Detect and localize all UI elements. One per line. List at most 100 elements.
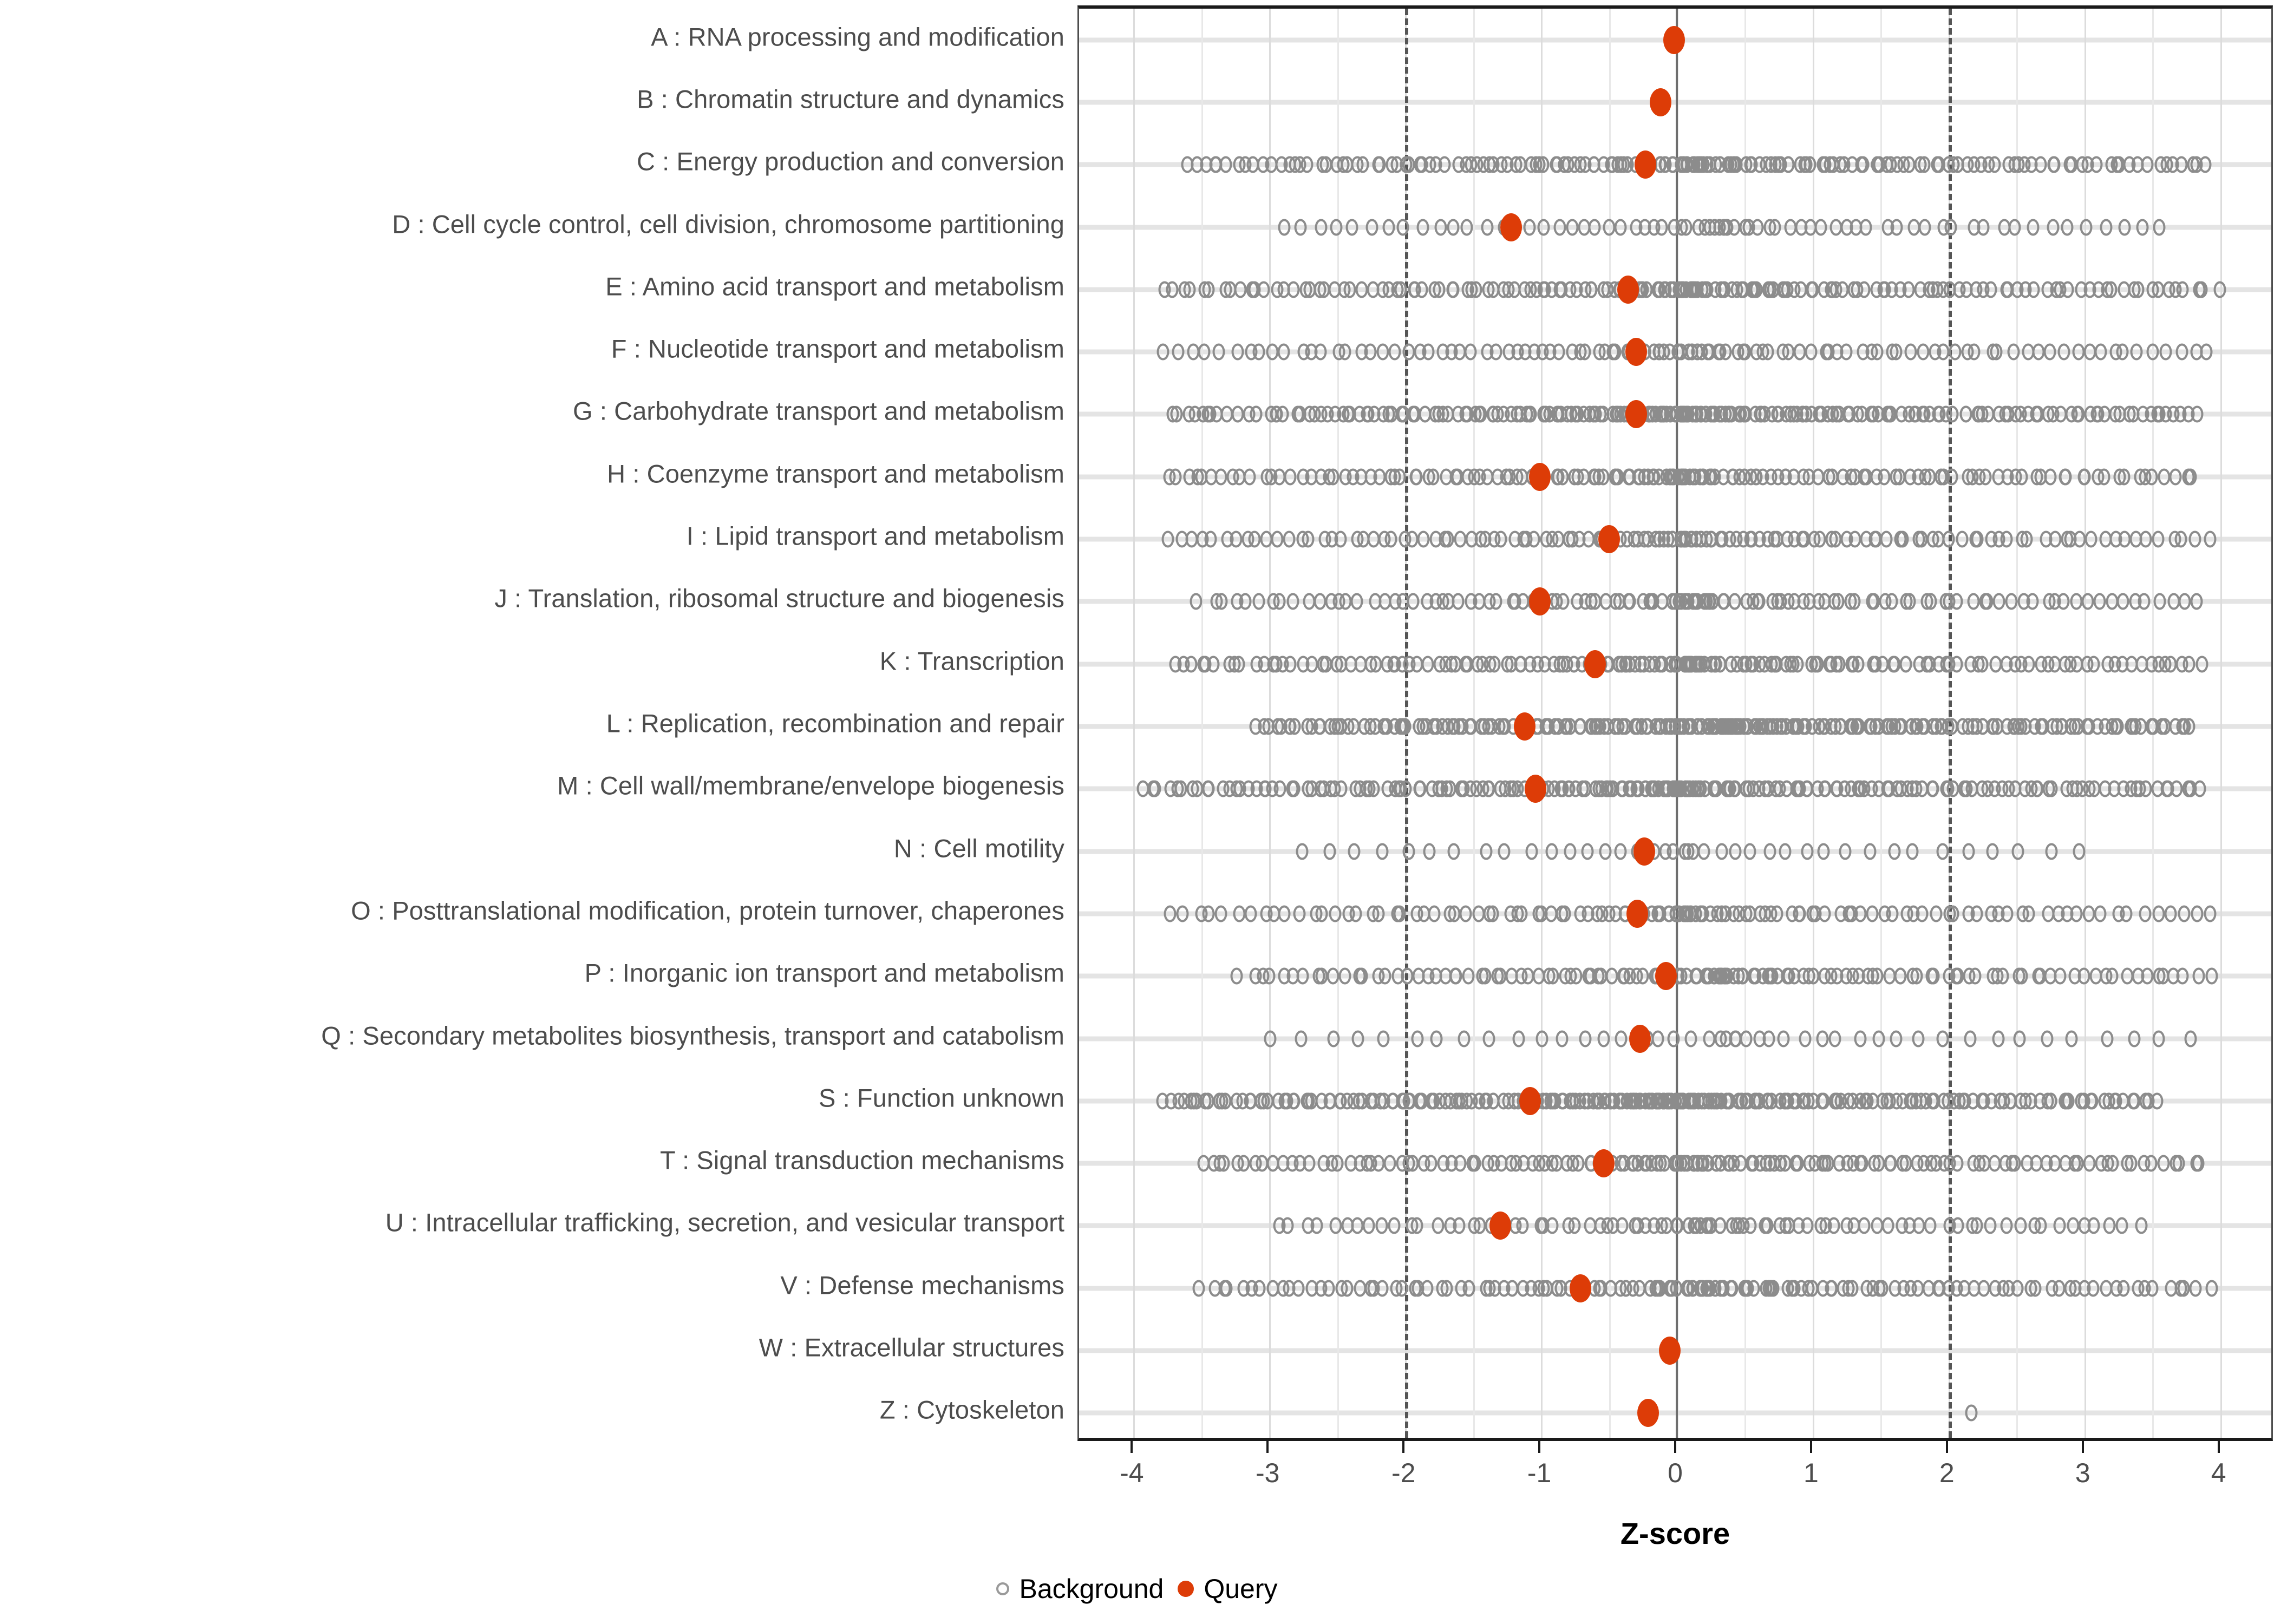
background-point <box>2199 156 2211 173</box>
row-gridline <box>1079 100 2271 105</box>
query-point[interactable] <box>1659 1337 1681 1365</box>
y-axis-label: T : Signal transduction mechanisms <box>659 1145 1064 1175</box>
background-point <box>1615 1030 1628 1047</box>
background-point <box>2153 219 2166 236</box>
query-point[interactable] <box>1513 712 1535 741</box>
y-axis-label: K : Transcription <box>879 646 1064 676</box>
background-point <box>1581 843 1594 860</box>
query-point[interactable] <box>1500 213 1522 241</box>
query-point[interactable] <box>1637 1399 1659 1427</box>
background-point <box>2015 967 2028 985</box>
query-point[interactable] <box>1584 650 1606 678</box>
query-point[interactable] <box>1617 275 1639 304</box>
background-point <box>2027 281 2040 298</box>
background-point <box>2053 1217 2066 1234</box>
query-point[interactable] <box>1625 338 1647 366</box>
query-point[interactable] <box>1592 1149 1615 1178</box>
background-point <box>1310 1217 1323 1234</box>
background-point <box>2204 905 2217 922</box>
x-axis-tick <box>1674 1441 1676 1453</box>
y-axis-label: A : RNA processing and modification <box>651 22 1064 51</box>
background-point <box>1616 1217 1629 1234</box>
background-point <box>1984 1217 1997 1234</box>
query-point[interactable] <box>1569 1274 1591 1302</box>
query-point[interactable] <box>1625 400 1647 429</box>
background-point <box>2195 656 2208 673</box>
background-point <box>2087 1217 2100 1234</box>
background-point <box>2145 468 2158 486</box>
query-point[interactable] <box>1528 587 1551 616</box>
background-point <box>1480 843 1493 860</box>
query-point[interactable] <box>1635 150 1657 179</box>
background-point <box>1288 780 1301 797</box>
query-point[interactable] <box>1519 1086 1541 1115</box>
background-point <box>2011 1280 2024 1297</box>
query-point[interactable] <box>1649 88 1671 116</box>
background-point <box>1164 905 1177 922</box>
background-point <box>2158 468 2171 486</box>
query-point[interactable] <box>1598 525 1620 554</box>
background-point <box>2044 1092 2057 1110</box>
background-point <box>2049 531 2062 548</box>
background-point <box>1237 1155 1250 1172</box>
background-point <box>1399 780 1412 797</box>
background-point <box>1273 593 1286 610</box>
background-point <box>1334 531 1347 548</box>
query-point[interactable] <box>1528 462 1551 491</box>
background-point <box>1447 281 1460 298</box>
background-point <box>1981 593 1994 610</box>
y-axis-label: W : Extracellular structures <box>759 1333 1064 1362</box>
query-point[interactable] <box>1626 899 1649 928</box>
background-point <box>1460 219 1473 236</box>
query-point[interactable] <box>1633 837 1655 866</box>
y-axis-label: D : Cell cycle control, cell division, c… <box>392 209 1064 239</box>
background-point <box>2195 281 2208 298</box>
background-point <box>1396 219 1409 236</box>
query-point[interactable] <box>1663 25 1685 54</box>
query-point[interactable] <box>1489 1212 1511 1240</box>
background-point <box>1614 843 1627 860</box>
background-point <box>1516 1217 1529 1234</box>
background-point <box>1964 1030 1977 1047</box>
background-point <box>1782 343 1795 361</box>
background-point <box>2034 156 2047 173</box>
background-point <box>1415 281 1428 298</box>
x-axis-tick-label: -1 <box>1527 1458 1552 1488</box>
background-point <box>2141 967 2154 985</box>
background-point <box>1273 780 1286 797</box>
query-point[interactable] <box>1629 1024 1651 1053</box>
y-axis-label: P : Inorganic ion transport and metaboli… <box>584 958 1064 987</box>
background-point <box>2200 343 2213 361</box>
background-point <box>1833 656 1846 673</box>
background-point <box>1768 219 1781 236</box>
background-point <box>1915 531 1928 548</box>
background-point <box>2115 1217 2128 1234</box>
background-point <box>1876 1280 1889 1297</box>
background-point <box>2101 1030 2114 1047</box>
query-point[interactable] <box>1525 775 1547 803</box>
background-point <box>1976 656 1989 673</box>
background-point <box>2027 219 2040 236</box>
background-point <box>1362 1217 1375 1234</box>
background-point <box>1424 1155 1437 1172</box>
background-point <box>1956 531 1969 548</box>
background-point <box>1828 1030 1841 1047</box>
background-point <box>1970 905 1983 922</box>
background-point <box>1910 967 1923 985</box>
x-axis-tick-label: 1 <box>1803 1458 1819 1488</box>
background-point <box>1984 281 1997 298</box>
background-point <box>1566 219 1579 236</box>
x-axis-tick <box>1402 1441 1405 1453</box>
query-point[interactable] <box>1655 962 1677 991</box>
background-point <box>1546 1217 1559 1234</box>
background-point <box>1341 1280 1354 1297</box>
background-point <box>1399 718 1412 735</box>
background-point <box>2146 1280 2159 1297</box>
legend-label-query: Query <box>1204 1574 1278 1604</box>
background-point <box>1202 281 1215 298</box>
background-point <box>2029 1280 2042 1297</box>
background-point <box>1488 656 1501 673</box>
background-point <box>2116 343 2129 361</box>
background-point <box>2083 1155 2096 1172</box>
background-point <box>2170 780 2183 797</box>
